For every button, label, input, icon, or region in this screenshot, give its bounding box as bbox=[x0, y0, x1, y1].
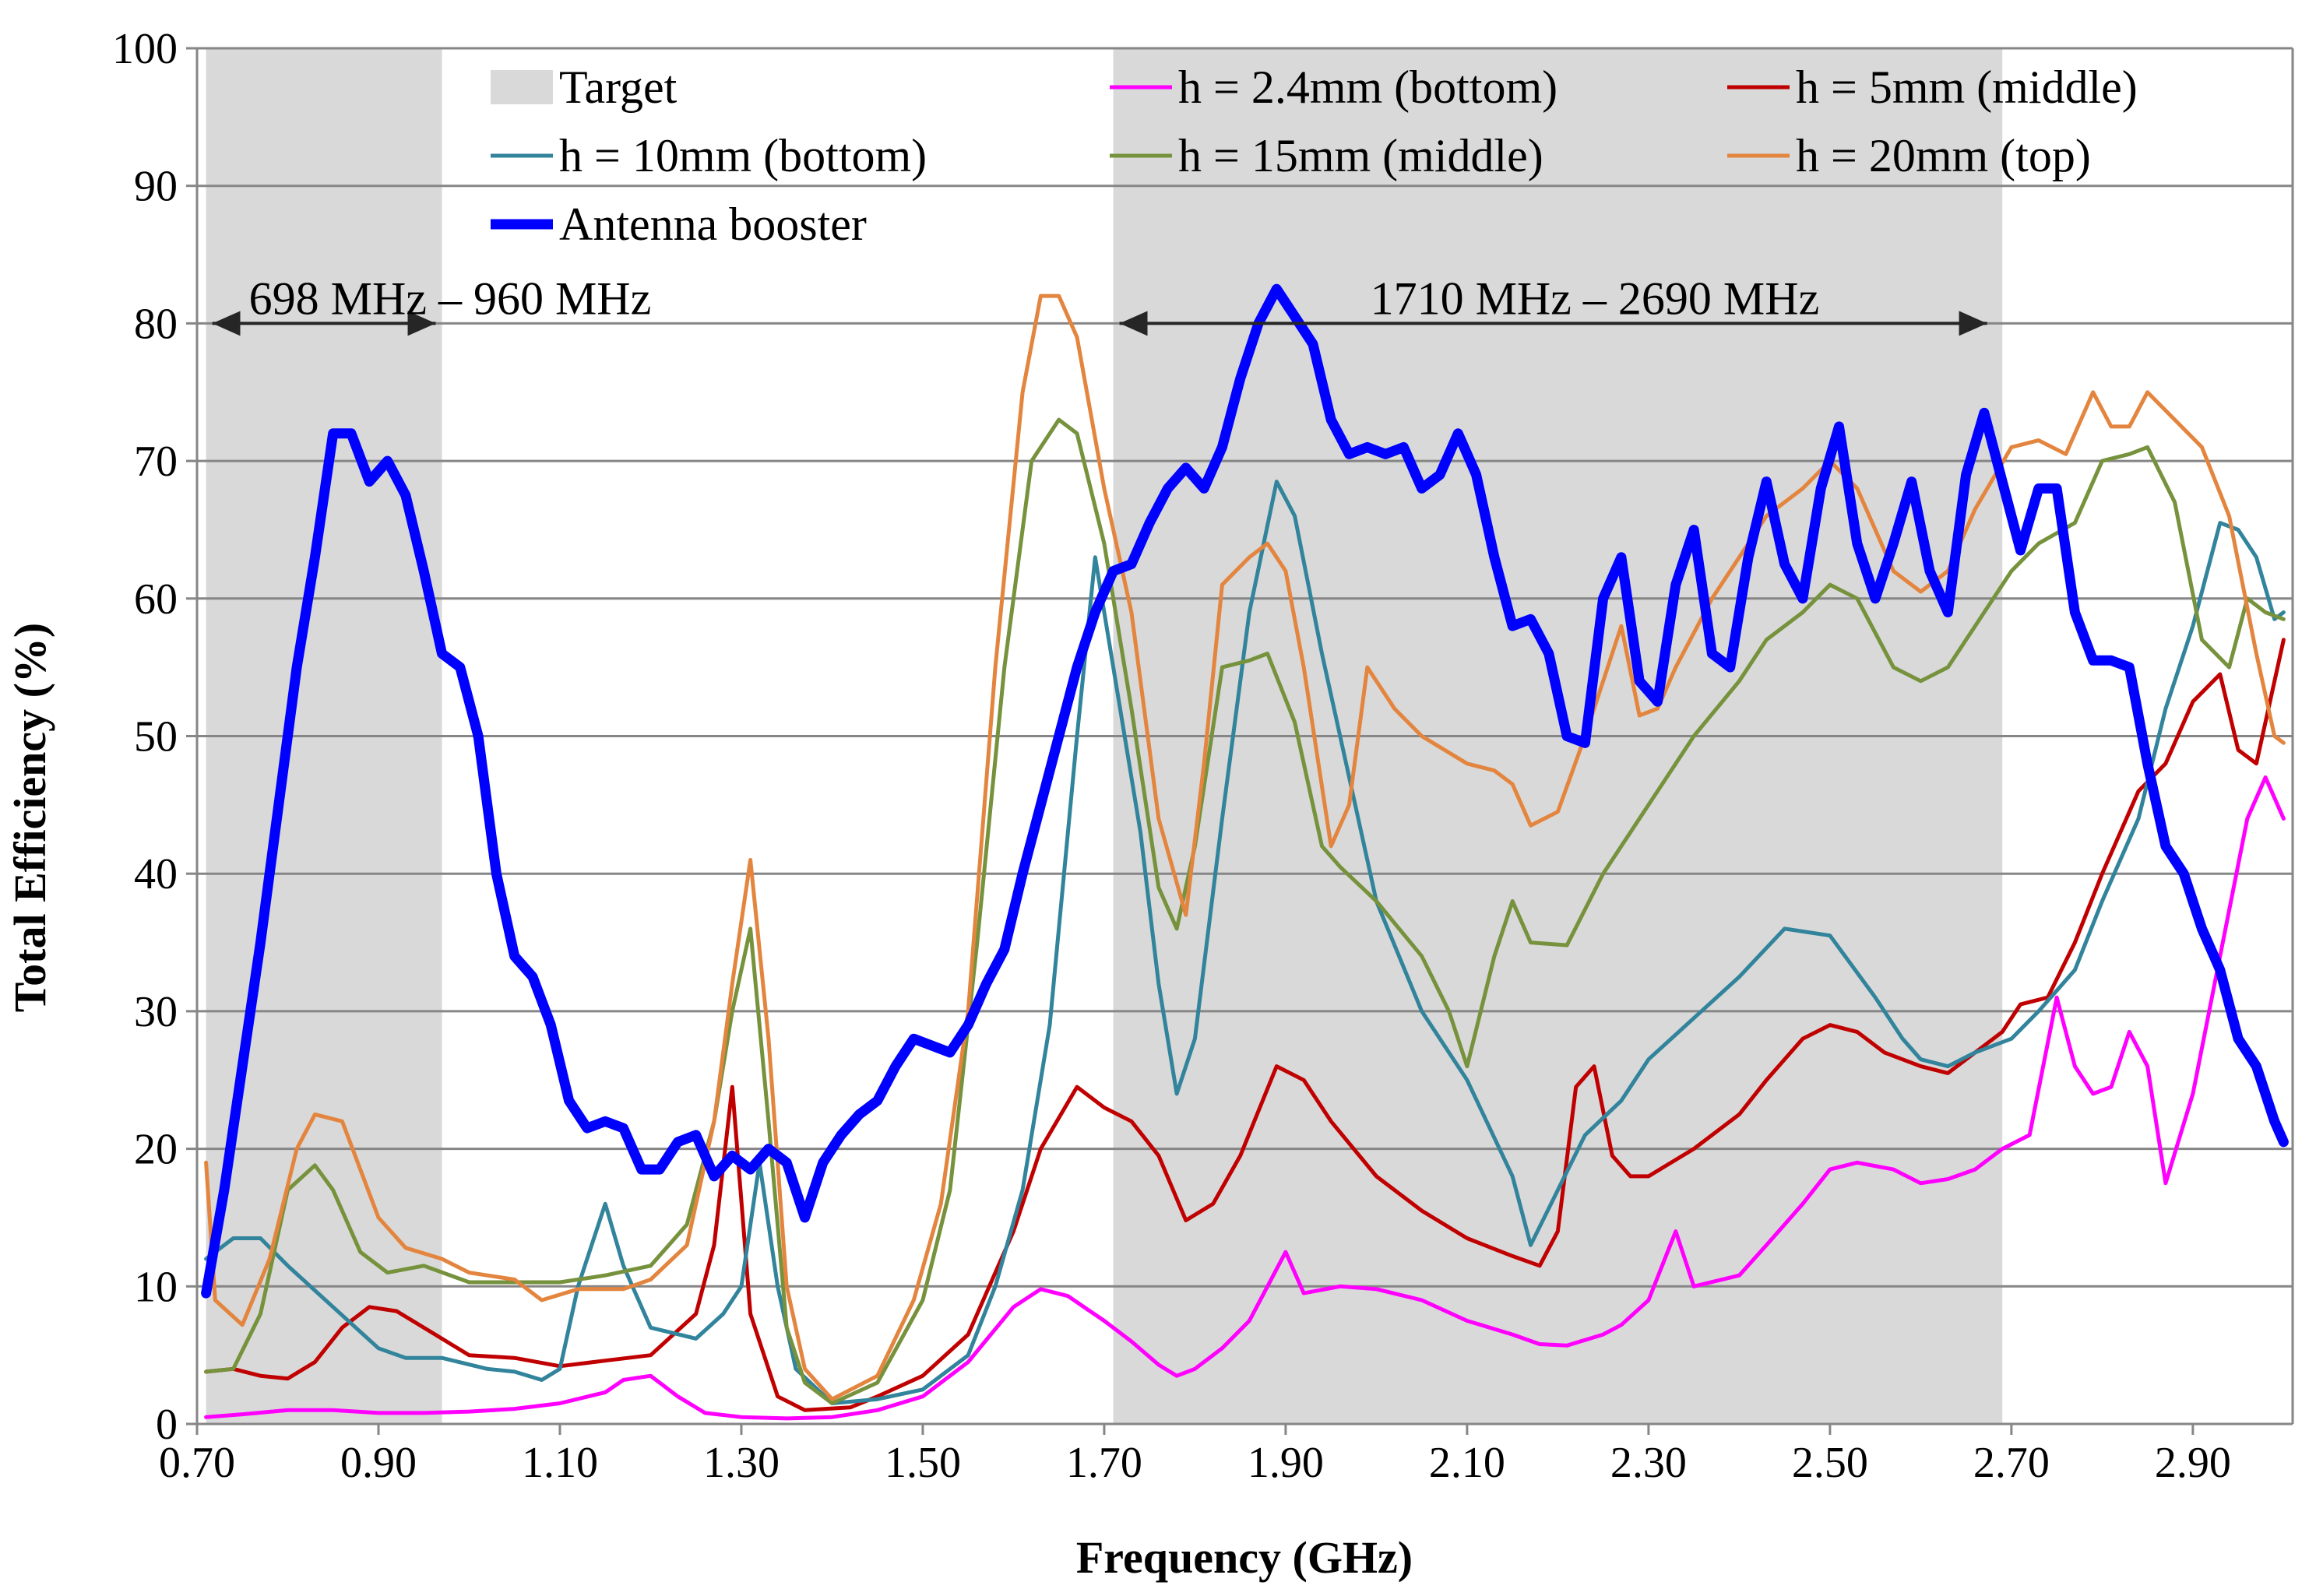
x-tick-label: 0.90 bbox=[340, 1439, 417, 1487]
legend-label-2: h = 5mm (middle) bbox=[1796, 62, 2138, 113]
y-tick-label: 20 bbox=[134, 1126, 178, 1174]
series-line-1 bbox=[204, 638, 2286, 1412]
series-line-2 bbox=[204, 480, 2286, 1405]
series-line-5 bbox=[201, 283, 2289, 1299]
x-tick-label: 1.70 bbox=[1066, 1439, 1142, 1487]
y-tick-label: 100 bbox=[112, 25, 178, 73]
band-annotation-label-0: 698 MHz – 960 MHz bbox=[249, 272, 652, 324]
tick-labels: 0.70 0.90 1.10 1.30 1.50 1.70 1.90 2.10 2.30 2.50… bbox=[112, 25, 2231, 1487]
legend-label-1: h = 2.4mm (bottom) bbox=[1178, 62, 1557, 113]
y-tick-label: 90 bbox=[134, 163, 178, 211]
series-line-0 bbox=[204, 775, 2286, 1421]
legend-label-0: Target bbox=[559, 62, 678, 113]
band-annotation-label-1: 1710 MHz – 2690 MHz bbox=[1371, 272, 1820, 324]
y-tick-label: 50 bbox=[134, 713, 178, 761]
y-tick-label: 60 bbox=[134, 575, 178, 624]
series-line-4 bbox=[204, 294, 2286, 1401]
y-tick-label: 70 bbox=[134, 438, 178, 486]
x-tick-label: 2.10 bbox=[1429, 1439, 1505, 1487]
x-tick-label: 0.70 bbox=[159, 1439, 235, 1487]
series-lines bbox=[201, 283, 2289, 1421]
x-tick-label: 1.30 bbox=[703, 1439, 780, 1487]
series-line-3 bbox=[204, 417, 2286, 1405]
legend-label-6: Antenna booster bbox=[559, 199, 867, 250]
legend: Target h = 2.4mm (bottom) h = 5mm (middle)… bbox=[491, 62, 2138, 250]
legend-label-4: h = 15mm (middle) bbox=[1178, 130, 1543, 181]
x-tick-label: 2.70 bbox=[1973, 1439, 2050, 1487]
y-tick-label: 0 bbox=[156, 1401, 178, 1449]
x-axis-title: Frequency (GHz) bbox=[1076, 1532, 1413, 1583]
x-tick-label: 1.90 bbox=[1248, 1439, 1324, 1487]
y-tick-label: 30 bbox=[134, 988, 178, 1036]
y-axis-title: Total Efficiency (%) bbox=[5, 623, 55, 1012]
y-tick-label: 40 bbox=[134, 850, 178, 898]
legend-label-3: h = 10mm (bottom) bbox=[559, 130, 927, 181]
x-tick-label: 2.90 bbox=[2155, 1439, 2231, 1487]
legend-label-5: h = 20mm (top) bbox=[1796, 130, 2091, 181]
band-annotations: 698 MHz – 960 MHz 1710 MHz – 2690 MHz bbox=[212, 272, 1987, 336]
x-tick-label: 1.50 bbox=[885, 1439, 961, 1487]
x-tick-label: 2.50 bbox=[1792, 1439, 1868, 1487]
y-tick-label: 10 bbox=[134, 1263, 178, 1311]
axes bbox=[195, 47, 2294, 1426]
x-tick-label: 1.10 bbox=[522, 1439, 598, 1487]
x-tick-label: 2.30 bbox=[1610, 1439, 1687, 1487]
legend-swatch-target bbox=[491, 70, 553, 104]
y-tick-label: 80 bbox=[134, 300, 178, 348]
